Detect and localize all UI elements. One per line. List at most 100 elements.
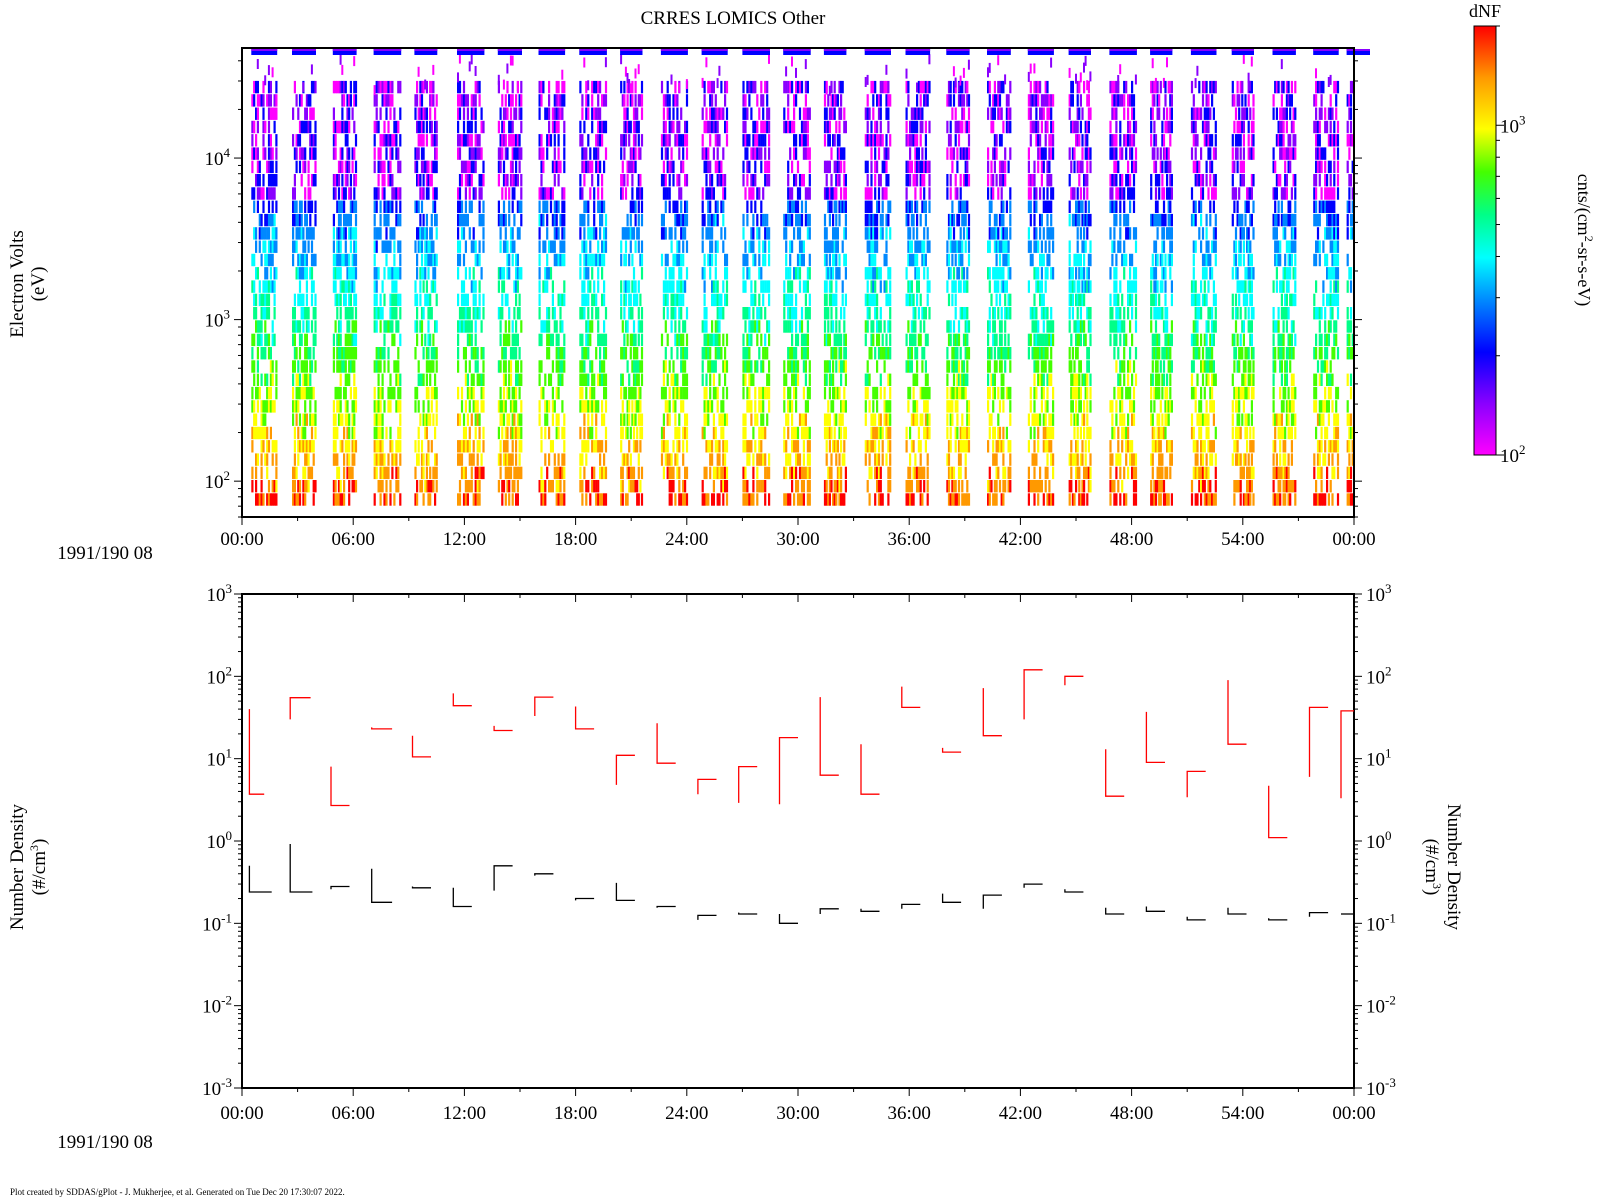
spectrogram-cell <box>561 400 564 413</box>
spectrogram-cell <box>905 293 908 307</box>
spectrogram-cell <box>422 347 425 360</box>
spectrogram-cell <box>926 426 929 440</box>
spectrogram-cell <box>581 107 584 120</box>
spectrogram-cell <box>711 440 714 453</box>
spectrogram-cell <box>637 453 640 466</box>
spectrogram-cell <box>298 373 302 386</box>
spectrogram-cell <box>748 440 751 453</box>
spectrogram-cell <box>599 360 602 373</box>
spectrogram-cell <box>746 453 749 466</box>
spectrogram-cell <box>253 360 256 373</box>
spectrogram-cell <box>462 213 466 227</box>
spectrogram-cell <box>256 174 259 187</box>
spectrogram-cell <box>307 227 310 240</box>
spectrogram-cell <box>302 120 305 134</box>
spectrogram-cell <box>791 413 794 426</box>
spectrogram-cell <box>302 466 305 480</box>
spectrogram-cell <box>758 386 761 400</box>
spectrogram-cell <box>354 160 358 174</box>
spectrogram-cell <box>804 80 807 94</box>
spectrogram-cell <box>425 174 428 187</box>
spectrogram-cell <box>373 493 376 506</box>
spectrogram-cell <box>269 386 272 400</box>
spectrogram-cell <box>271 400 274 413</box>
spectrogram-cell <box>791 320 794 333</box>
spectrogram-cell <box>555 200 558 213</box>
spectrogram-cell <box>377 187 380 200</box>
spectrogram-cell <box>1004 466 1007 480</box>
spectrogram-cell <box>682 333 685 347</box>
spectrogram-cell <box>791 480 794 493</box>
spectrogram-cell <box>712 426 715 440</box>
spectrogram-cell <box>603 240 606 253</box>
spectrogram-cell <box>674 413 677 426</box>
spectrogram-cell <box>885 64 888 75</box>
spectrogram-cell <box>916 120 919 134</box>
spectrogram-cell <box>255 80 258 94</box>
spectrogram-cell <box>703 426 706 440</box>
spectrogram-cell <box>680 187 683 200</box>
spectrogram-cell <box>346 373 349 386</box>
spectrogram-cell <box>591 267 594 280</box>
spectrogram-cell <box>293 466 296 480</box>
spectrogram-cell <box>269 400 272 413</box>
spectrogram-cell <box>707 493 710 506</box>
spectrogram-cell <box>302 240 305 253</box>
spectrogram-cell <box>881 453 884 466</box>
spectrogram-cell <box>637 187 640 200</box>
spectrogram-cell <box>632 466 636 480</box>
spectrogram-cell <box>951 213 954 227</box>
spectrogram-cell <box>838 386 841 400</box>
spectrogram-cell <box>383 240 386 253</box>
spectrogram-cell <box>678 280 681 293</box>
spectrogram-cell <box>664 440 667 453</box>
spectrogram-cell <box>381 174 384 187</box>
spectrogram-cell <box>332 213 335 227</box>
spectrogram-cell <box>482 400 485 413</box>
spectrogram-cell <box>620 307 623 320</box>
spectrogram-cell <box>597 333 600 347</box>
spectrogram-cell <box>682 213 685 227</box>
spectrogram-cell <box>373 386 376 400</box>
spectrogram-cell <box>591 120 594 134</box>
spectrogram-cell <box>988 213 991 227</box>
spectrogram-cell <box>808 373 811 386</box>
spectrogram-cell <box>293 347 296 360</box>
spectrogram-cell <box>632 280 636 293</box>
spectrogram-cell <box>383 200 386 213</box>
spectrogram-cell <box>468 453 471 466</box>
spectrogram-cell <box>808 293 811 307</box>
spectrogram-cell <box>768 360 771 373</box>
spectrogram-cell <box>603 94 606 107</box>
spectrogram-cell <box>923 240 926 253</box>
spectrogram-cell <box>559 373 562 386</box>
spectrogram-cell <box>393 493 396 506</box>
spectrogram-cell <box>870 120 873 134</box>
spectrogram-cell <box>499 240 502 253</box>
spectrogram-cell <box>877 440 881 453</box>
spectrogram-cell <box>474 66 477 76</box>
spectrogram-cell <box>962 280 966 293</box>
spectrogram-cell <box>344 360 347 373</box>
spectrogram-cell <box>305 347 308 360</box>
spectrogram-cell <box>563 160 566 174</box>
spectrogram-cell <box>555 466 558 480</box>
spectrogram-cell <box>585 293 588 307</box>
spectrogram-cell <box>379 426 382 440</box>
spectrogram-cell <box>601 413 604 426</box>
spectrogram-cell <box>864 213 867 227</box>
spectrogram-cell <box>678 253 681 267</box>
spectrogram-cell <box>544 493 547 506</box>
spectrogram-cell <box>305 213 308 227</box>
spectrogram-cell <box>351 267 354 280</box>
spectrogram-cell <box>555 107 558 120</box>
spectrogram-cell <box>538 307 541 320</box>
spectrogram-cell <box>312 413 315 426</box>
spectrogram-cell <box>468 440 471 453</box>
spectrogram-cell <box>511 320 514 333</box>
spectrogram-cell <box>509 134 513 147</box>
spectrogram-cell <box>373 147 376 160</box>
spectrogram-cell <box>540 160 543 174</box>
spectrogram-cell <box>385 213 388 227</box>
spectrogram-cell <box>746 347 749 360</box>
